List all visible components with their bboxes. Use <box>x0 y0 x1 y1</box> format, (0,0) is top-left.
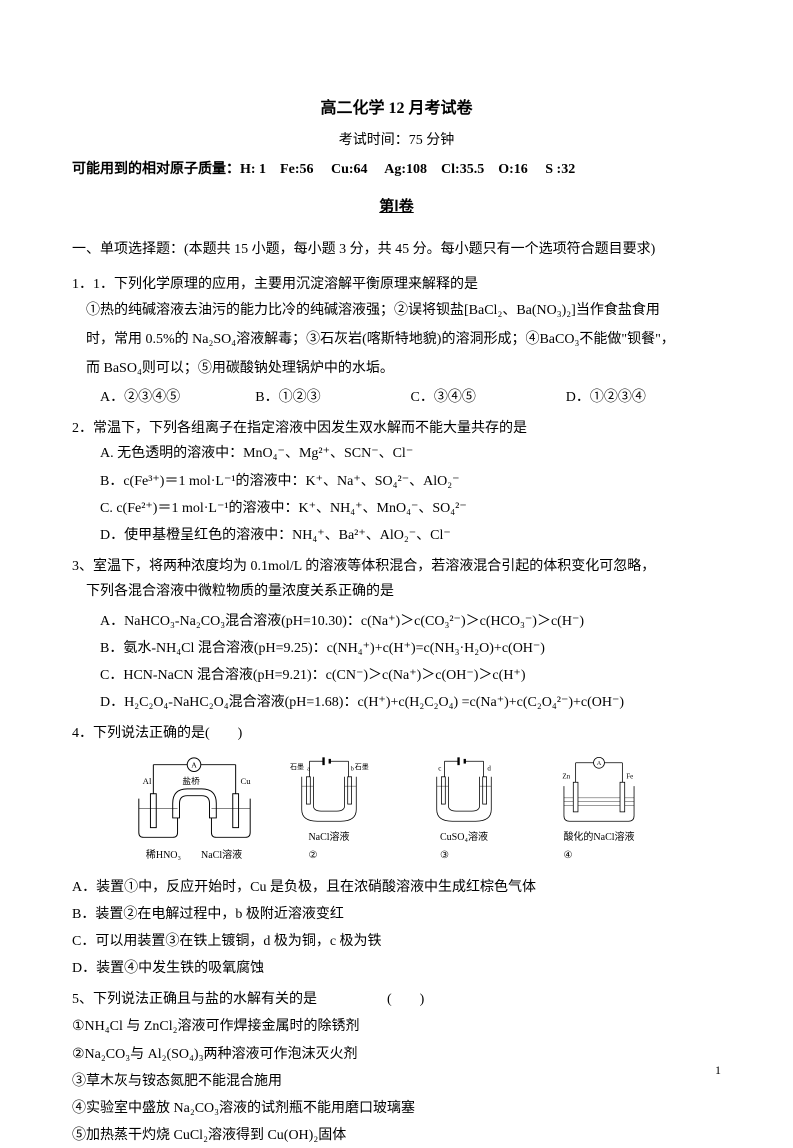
section-title: 第Ⅰ卷 <box>72 194 721 221</box>
q3-optB: B．氨水-NH₄Cl 混合溶液(pH=9.25)：c(NH₄⁺)+c(H⁺)=c… <box>72 636 721 661</box>
q3-stem2: 下列各混合溶液中微粒物质的量浓度关系正确的是 <box>72 579 721 604</box>
atomic-mass-label: 可能用到的相对原子质量： <box>72 162 240 177</box>
q4-optC: C．可以用装置③在铁上镀铜，d 极为铜，c 极为铁 <box>72 929 721 954</box>
diagram-4-caption: 酸化的NaCl溶液④ <box>563 829 634 865</box>
svg-text:a: a <box>307 765 310 772</box>
q4-optA: A．装置①中，反应开始时，Cu 是负极，且在浓硝酸溶液中生成红棕色气体 <box>72 875 721 900</box>
q3-optC: C．HCN-NaCN 混合溶液(pH=9.21)：c(CN⁻)＞c(Na⁺)＞c… <box>72 663 721 688</box>
q2-optD: D．使甲基橙呈红色的溶液中：NH₄⁺、Ba²⁺、AlO₂⁻、Cl⁻ <box>72 523 721 548</box>
q5-line5: ⑤加热蒸干灼烧 CuCl₂溶液得到 Cu(OH)₂固体 <box>72 1123 721 1148</box>
svg-text:b: b <box>351 765 354 772</box>
exam-time: 考试时间：75 分钟 <box>72 128 721 153</box>
q1-stem: 1．1．下列化学原理的应用，主要用沉淀溶解平衡原理来解释的是 <box>72 272 721 297</box>
atomic-mass-line: 可能用到的相对原子质量：H: 1 Fe:56 Cu:64 Ag:108 Cl:3… <box>72 157 721 182</box>
q1-optD: D．①②③④ <box>566 385 721 410</box>
atomic-mass-values: H: 1 Fe:56 Cu:64 Ag:108 Cl:35.5 O:16 S :… <box>240 162 575 177</box>
q3-stem: 3、室温下，将两种浓度均为 0.1mol/L 的溶液等体积混合，若溶液混合引起的… <box>72 554 721 579</box>
q1-body1: ①热的纯碱溶液去油污的能力比冷的纯碱溶液强；②误将钡盐[BaCl₂、Ba(NO₃… <box>72 298 721 323</box>
q3-optA: A．NaHCO₃-Na₂CO₃混合溶液(pH=10.30)：c(Na⁺)＞c(C… <box>72 609 721 634</box>
page-number: 1 <box>715 1060 721 1082</box>
q1-optC: C．③④⑤ <box>411 385 566 410</box>
svg-text:A: A <box>191 760 197 769</box>
q2-optA: A. 无色透明的溶液中：MnO₄⁻、Mg²⁺、SCN⁻、Cl⁻ <box>72 441 721 466</box>
svg-text:Fe: Fe <box>626 772 633 780</box>
diagram-1: A Al Cu 盐桥 稀HNO₃ NaCl溶液 <box>132 755 257 865</box>
svg-text:Al: Al <box>142 776 151 786</box>
exam-title: 高二化学 12 月考试卷 <box>72 95 721 124</box>
svg-text:石墨: 石墨 <box>355 763 369 771</box>
q1-optB: B．①②③ <box>255 385 410 410</box>
diagram-3: c d CuSO₄溶液③ <box>402 755 527 865</box>
svg-text:A: A <box>597 760 602 767</box>
q1-optA: A．②③④⑤ <box>100 385 255 410</box>
svg-text:c: c <box>438 764 441 772</box>
q5-stem: 5、下列说法正确且与盐的水解有关的是 ( ) <box>72 987 721 1012</box>
question-4: 4．下列说法正确的是( ) A Al Cu 盐桥 <box>72 721 721 981</box>
q4-optB: B．装置②在电解过程中，b 极附近溶液变红 <box>72 902 721 927</box>
q1-body3: 而 BaSO₄则可以；⑤用碳酸钠处理锅炉中的水垢。 <box>72 356 721 381</box>
svg-text:石墨: 石墨 <box>290 763 304 771</box>
svg-text:Zn: Zn <box>562 772 570 780</box>
diagram-2-caption: NaCl溶液② <box>308 829 349 865</box>
q2-optC: C. c(Fe²⁺)＝1 mol·L⁻¹的溶液中：K⁺、NH₄⁺、MnO₄⁻、S… <box>72 496 721 521</box>
diagram-2: a b 石墨 石墨 NaCl溶液② <box>267 755 392 865</box>
q1-body2: 时，常用 0.5%的 Na₂SO₄溶液解毒；③石灰岩(喀斯特地貌)的溶洞形成；④… <box>72 327 721 352</box>
q1-options: A．②③④⑤ B．①②③ C．③④⑤ D．①②③④ <box>72 385 721 410</box>
svg-text:Cu: Cu <box>240 776 251 786</box>
q2-stem: 2．常温下，下列各组离子在指定溶液中因发生双水解而不能大量共存的是 <box>72 416 721 441</box>
question-2: 2．常温下，下列各组离子在指定溶液中因发生双水解而不能大量共存的是 A. 无色透… <box>72 416 721 548</box>
q4-optD: D．装置④中发生铁的吸氧腐蚀 <box>72 956 721 981</box>
q5-line3: ③草木灰与铵态氮肥不能混合施用 <box>72 1069 721 1094</box>
section-description: 一、单项选择题：(本题共 15 小题，每小题 3 分，共 45 分。每小题只有一… <box>72 237 721 262</box>
diagram-3-caption: CuSO₄溶液③ <box>440 829 488 865</box>
diagram-4: A Zn Fe 酸化的NaCl溶液④ <box>537 755 662 865</box>
question-5: 5、下列说法正确且与盐的水解有关的是 ( ) ①NH₄Cl 与 ZnCl₂溶液可… <box>72 987 721 1148</box>
q2-optB: B．c(Fe³⁺)＝1 mol·L⁻¹的溶液中：K⁺、Na⁺、SO₄²⁻、AlO… <box>72 469 721 494</box>
question-3: 3、室温下，将两种浓度均为 0.1mol/L 的溶液等体积混合，若溶液混合引起的… <box>72 554 721 715</box>
svg-text:盐桥: 盐桥 <box>182 775 200 786</box>
diagram-1-caption: 稀HNO₃ NaCl溶液 <box>146 847 242 865</box>
q4-stem: 4．下列说法正确的是( ) <box>72 721 721 746</box>
question-1: 1．1．下列化学原理的应用，主要用沉淀溶解平衡原理来解释的是 ①热的纯碱溶液去油… <box>72 272 721 410</box>
q5-line1: ①NH₄Cl 与 ZnCl₂溶液可作焊接金属时的除锈剂 <box>72 1014 721 1039</box>
q3-optD: D．H₂C₂O₄-NaHC₂O₄混合溶液(pH=1.68)：c(H⁺)+c(H₂… <box>72 690 721 715</box>
q4-diagrams: A Al Cu 盐桥 稀HNO₃ NaCl溶液 <box>72 755 721 865</box>
q5-line4: ④实验室中盛放 Na₂CO₃溶液的试剂瓶不能用磨口玻璃塞 <box>72 1096 721 1121</box>
q5-line2: ②Na₂CO₃与 Al₂(SO₄)₃两种溶液可作泡沫灭火剂 <box>72 1042 721 1067</box>
svg-text:d: d <box>487 764 491 772</box>
